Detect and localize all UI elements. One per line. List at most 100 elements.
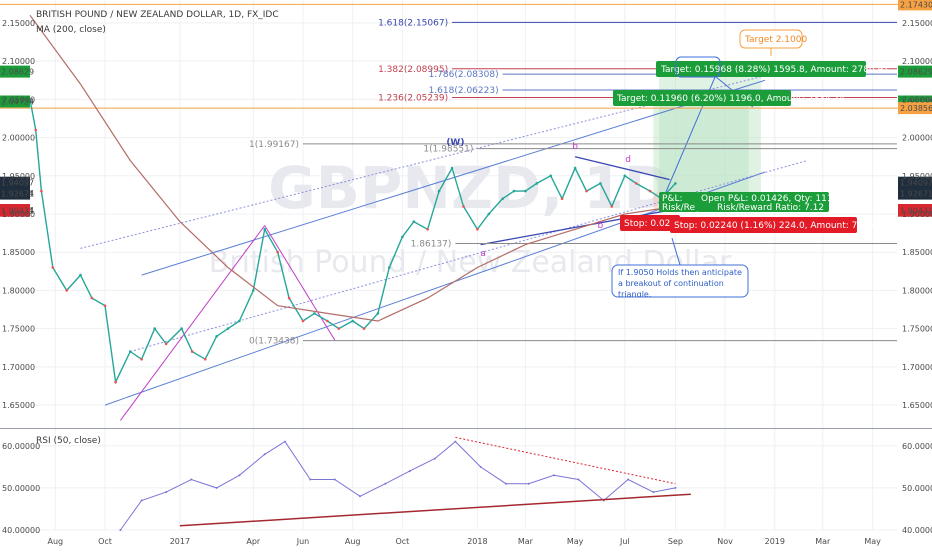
y-tick-label: 2.10000: [902, 57, 932, 66]
y-left-tick-label: 1.65000: [2, 401, 35, 410]
ma-200-line: [29, 14, 676, 322]
position-open-box-2[interactable]: [659, 192, 698, 212]
wave-label: a: [480, 249, 486, 259]
price-tag-label-left: 1.94097: [1, 179, 34, 188]
rsi-left-tick-label: 50.00000: [2, 484, 40, 493]
rsi-line: [119, 440, 676, 531]
y-tick-label: 1.70000: [902, 363, 932, 372]
price-point: [535, 182, 539, 185]
position-stop-label-2: Stop: 0.022: [624, 219, 676, 229]
wave-label: b: [598, 221, 604, 231]
price-point: [164, 342, 168, 346]
position-target-box-1[interactable]: [656, 61, 866, 77]
position-profit-zone: [653, 101, 749, 193]
position-target-label-2: Target: 0.11960 (6.20%) 1196.0, Amount: …: [616, 94, 845, 104]
y-left-tick-label: 1.85000: [2, 248, 35, 257]
position-stop-label-1: Stop: 0.02240 (1.16%) 224.0, Amount: 750…: [674, 221, 883, 231]
price-tag-label: 2.17430: [900, 0, 932, 9]
time-axis: Aug Oct 2017 Apr Jun Aug Oct 2018 Mar May Jul Sep No…: [47, 537, 881, 546]
price-point: [276, 250, 280, 254]
price-point: [79, 273, 82, 277]
rsi-point: [309, 478, 312, 481]
rsi-point: [527, 482, 530, 485]
price-point: [103, 304, 107, 308]
price-point: [599, 182, 602, 185]
price-point: [226, 327, 230, 330]
price-tag-label-left: 1.92671: [1, 190, 34, 199]
position-stop-box-2[interactable]: [620, 215, 680, 231]
rsi-point: [434, 457, 436, 460]
fib-level-label: 1.618(2.15067): [378, 18, 448, 28]
rsi-left-tick-label: 40.00000: [2, 526, 40, 535]
price-tag-label-left: 2.08629: [1, 68, 34, 77]
callout-blue-small: [675, 56, 721, 78]
price-point: [437, 189, 441, 193]
price-point: [65, 289, 68, 292]
position-stop-box-1[interactable]: [670, 217, 857, 233]
rsi-point: [652, 491, 655, 494]
x-tick-label: 2019: [765, 537, 785, 546]
price-point: [180, 327, 183, 330]
price-tag-box: [898, 204, 932, 217]
rsi-point: [479, 465, 482, 468]
price-point: [337, 327, 341, 330]
y-tick-label: 1.95000: [902, 172, 932, 181]
triangle-upper-line: [574, 156, 670, 181]
rsi-point: [238, 474, 241, 477]
wave-leg-1: [119, 225, 266, 421]
y-tick-label: 1.85000: [902, 248, 932, 257]
price-point: [301, 319, 305, 323]
price-point: [388, 266, 391, 269]
position-open-box-1[interactable]: [697, 192, 829, 212]
rsi-point: [165, 491, 168, 494]
y-left-tick-label: 1.75000: [2, 325, 35, 334]
price-point: [476, 228, 479, 231]
y-left-tick-label: 1.90000: [2, 210, 35, 219]
rsi-point: [408, 470, 411, 473]
price-point: [263, 228, 267, 231]
channel-mid-lower-dotted: [130, 160, 808, 353]
price-point: [674, 182, 677, 185]
fib-level-label: 1.786(2.08308): [429, 70, 499, 80]
rsi-y-tick-label: 60.00000: [902, 442, 932, 451]
wave-label: b: [572, 142, 578, 152]
fib-level-label: 1.236(2.05239): [378, 94, 448, 104]
price-point: [549, 174, 552, 178]
x-tick-label: Oct: [395, 537, 409, 546]
position-rr-label-1: Risk/Reward Ratio: 7.12: [717, 203, 824, 213]
y-left-tick-label: 1.80000: [2, 286, 35, 295]
y-tick-label: 2.05000: [902, 95, 932, 104]
rsi-point: [454, 440, 457, 443]
price-tag-box: [898, 176, 932, 189]
position-target-box-2[interactable]: [613, 90, 791, 106]
price-tag-label: 1.90431: [900, 207, 932, 216]
callouts: Target 2.1000 If 1.9050 Holds then antic…: [611, 29, 807, 298]
price-tag-box: [898, 0, 932, 11]
rsi-support-trendline: [179, 493, 691, 527]
fib-level-label: 1(1.98551): [423, 145, 473, 155]
callout-triangle-pointer: [671, 237, 681, 266]
wave-label: (W): [446, 138, 464, 148]
y-left-tick-label: 2.05000: [2, 95, 35, 104]
rsi-panel: 40.00000 40.00000 50.00000 50.00000 60.00000…: [2, 436, 932, 535]
x-tick-label: 2017: [170, 537, 190, 546]
rsi-point: [215, 486, 218, 489]
position-rr-label-2: Risk/Re: [662, 203, 696, 213]
price-point: [326, 319, 329, 323]
price-point: [362, 327, 366, 330]
price-tag-box: [898, 187, 932, 200]
price-point: [34, 128, 37, 132]
rsi-point: [140, 499, 143, 502]
price-point: [648, 189, 652, 193]
callout-target-text: Target 2.1000: [744, 35, 807, 45]
callout-triangle-holder: If 1.9050 Holds then anticipate a breako…: [618, 268, 742, 297]
fib-level-label: 1.86137): [411, 240, 452, 250]
x-tick-label: Mar: [518, 537, 534, 546]
y-tick-label: 2.00000: [902, 134, 932, 143]
x-tick-label: 2018: [467, 537, 487, 546]
price-line: [29, 99, 676, 385]
rsi-left-tick-label: 60.00000: [2, 442, 40, 451]
price-series: [28, 14, 677, 385]
fib-level-label: 1.382(2.08995): [378, 65, 448, 75]
